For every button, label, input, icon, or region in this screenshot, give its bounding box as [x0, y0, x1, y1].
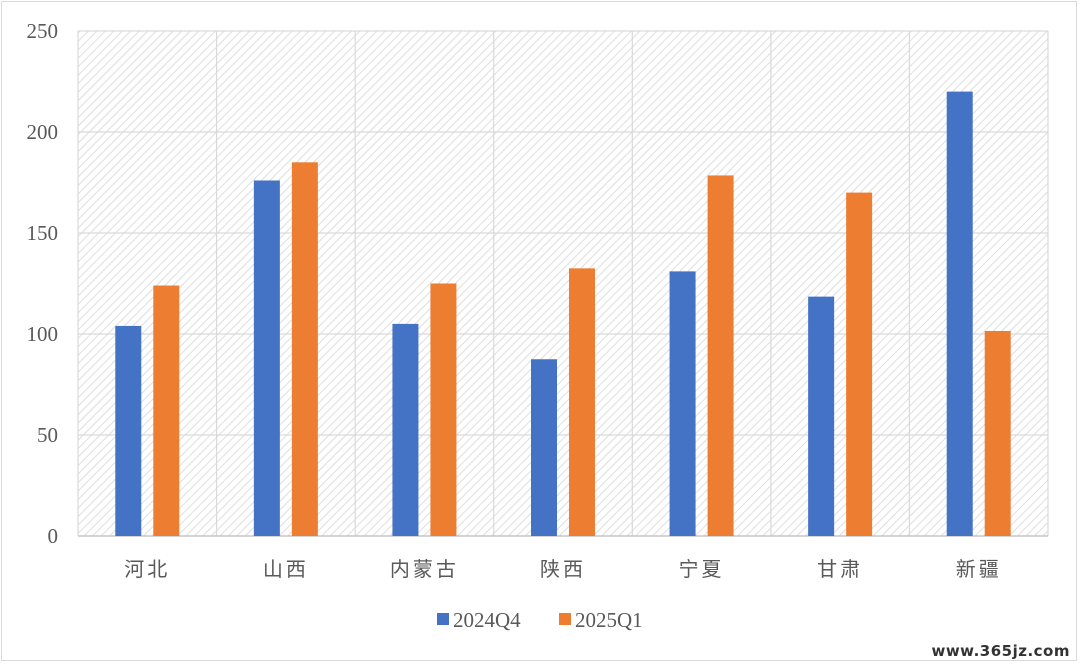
legend: 2024Q4 2025Q1 [437, 608, 643, 632]
bar-2025Q1-山西 [291, 162, 318, 537]
x-axis: 河北 山西 内蒙古 陕西 宁夏 甘肃 新疆 [124, 557, 1002, 581]
x-tick-label: 河北 [124, 557, 170, 581]
bars [115, 91, 1011, 537]
bar-2025Q1-新疆 [984, 330, 1011, 536]
bar-2025Q1-甘肃 [846, 192, 873, 536]
x-tick-label: 内蒙古 [390, 557, 459, 581]
x-tick-label: 宁夏 [679, 557, 725, 581]
bar-2024Q4-内蒙古 [392, 323, 419, 536]
y-tick-label: 0 [48, 524, 59, 548]
bar-2025Q1-河北 [153, 285, 180, 536]
y-tick-label: 100 [27, 322, 59, 346]
bar-2024Q4-陕西 [531, 359, 557, 536]
bar-2024Q4-河北 [115, 325, 142, 536]
bar-2025Q1-宁夏 [707, 175, 734, 536]
y-tick-label: 250 [27, 19, 59, 43]
bar-2025Q1-内蒙古 [430, 283, 457, 536]
legend-label: 2024Q4 [453, 608, 521, 632]
legend-swatch-2025Q1 [559, 613, 571, 625]
x-tick-label: 陕西 [540, 557, 586, 581]
watermark: www.365jz.com [931, 642, 1070, 660]
bar-2025Q1-陕西 [569, 268, 595, 536]
y-tick-label: 150 [27, 221, 59, 245]
bar-2024Q4-新疆 [946, 91, 973, 536]
x-tick-label: 山西 [263, 557, 309, 581]
legend-label: 2025Q1 [575, 608, 643, 632]
plot-area [78, 31, 1048, 536]
y-axis: 0 50 100 150 200 250 [27, 19, 1048, 548]
x-tick-label: 新疆 [956, 557, 1002, 581]
y-tick-label: 200 [27, 120, 59, 144]
bar-2024Q4-山西 [253, 180, 280, 537]
x-tick-label: 甘肃 [817, 557, 863, 581]
bar-2024Q4-甘肃 [808, 296, 835, 536]
legend-swatch-2024Q4 [437, 613, 449, 625]
y-tick-label: 50 [37, 423, 58, 447]
bar-2024Q4-宁夏 [669, 271, 696, 536]
